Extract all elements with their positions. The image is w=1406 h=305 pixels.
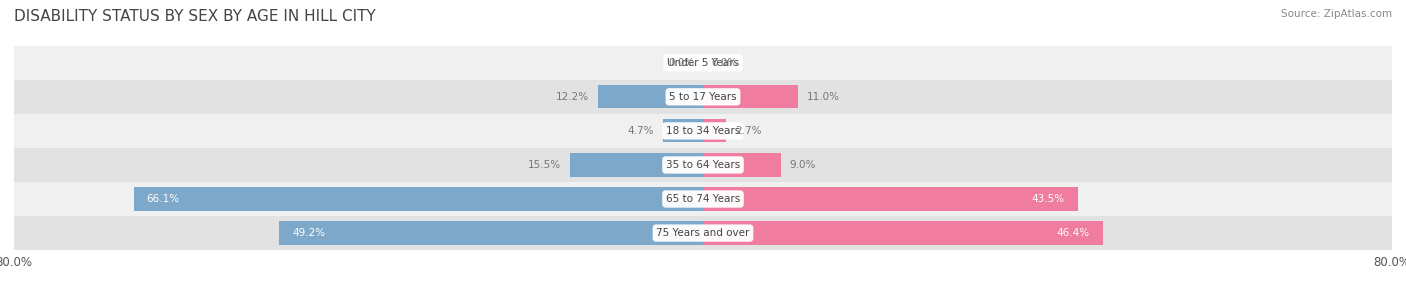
Text: 49.2%: 49.2%	[292, 228, 325, 238]
Bar	[14, 182, 1392, 216]
Bar	[280, 221, 703, 245]
Bar	[14, 216, 1392, 250]
Bar	[703, 188, 1077, 210]
Bar	[703, 221, 1102, 245]
Text: 2.7%: 2.7%	[735, 126, 762, 136]
Text: 5 to 17 Years: 5 to 17 Years	[669, 92, 737, 102]
Text: Under 5 Years: Under 5 Years	[666, 58, 740, 68]
Text: 15.5%: 15.5%	[527, 160, 561, 170]
Bar	[14, 80, 1392, 114]
Text: 65 to 74 Years: 65 to 74 Years	[666, 194, 740, 204]
Text: 12.2%: 12.2%	[557, 92, 589, 102]
Bar	[14, 46, 1392, 80]
Bar	[703, 85, 797, 108]
Text: 18 to 34 Years: 18 to 34 Years	[666, 126, 740, 136]
Bar	[134, 188, 703, 210]
Text: 46.4%: 46.4%	[1056, 228, 1090, 238]
Text: 43.5%: 43.5%	[1032, 194, 1064, 204]
Text: 9.0%: 9.0%	[789, 160, 815, 170]
Bar	[703, 119, 727, 142]
Text: 4.7%: 4.7%	[627, 126, 654, 136]
Bar	[598, 85, 703, 108]
Bar	[569, 153, 703, 177]
Text: 75 Years and over: 75 Years and over	[657, 228, 749, 238]
Bar	[703, 153, 780, 177]
Bar	[14, 148, 1392, 182]
Text: 35 to 64 Years: 35 to 64 Years	[666, 160, 740, 170]
Bar	[662, 119, 703, 142]
Text: DISABILITY STATUS BY SEX BY AGE IN HILL CITY: DISABILITY STATUS BY SEX BY AGE IN HILL …	[14, 9, 375, 24]
Text: 0.0%: 0.0%	[668, 58, 695, 68]
Text: 66.1%: 66.1%	[146, 194, 180, 204]
Bar	[14, 114, 1392, 148]
Text: 11.0%: 11.0%	[807, 92, 839, 102]
Text: Source: ZipAtlas.com: Source: ZipAtlas.com	[1281, 9, 1392, 19]
Text: 0.0%: 0.0%	[711, 58, 738, 68]
